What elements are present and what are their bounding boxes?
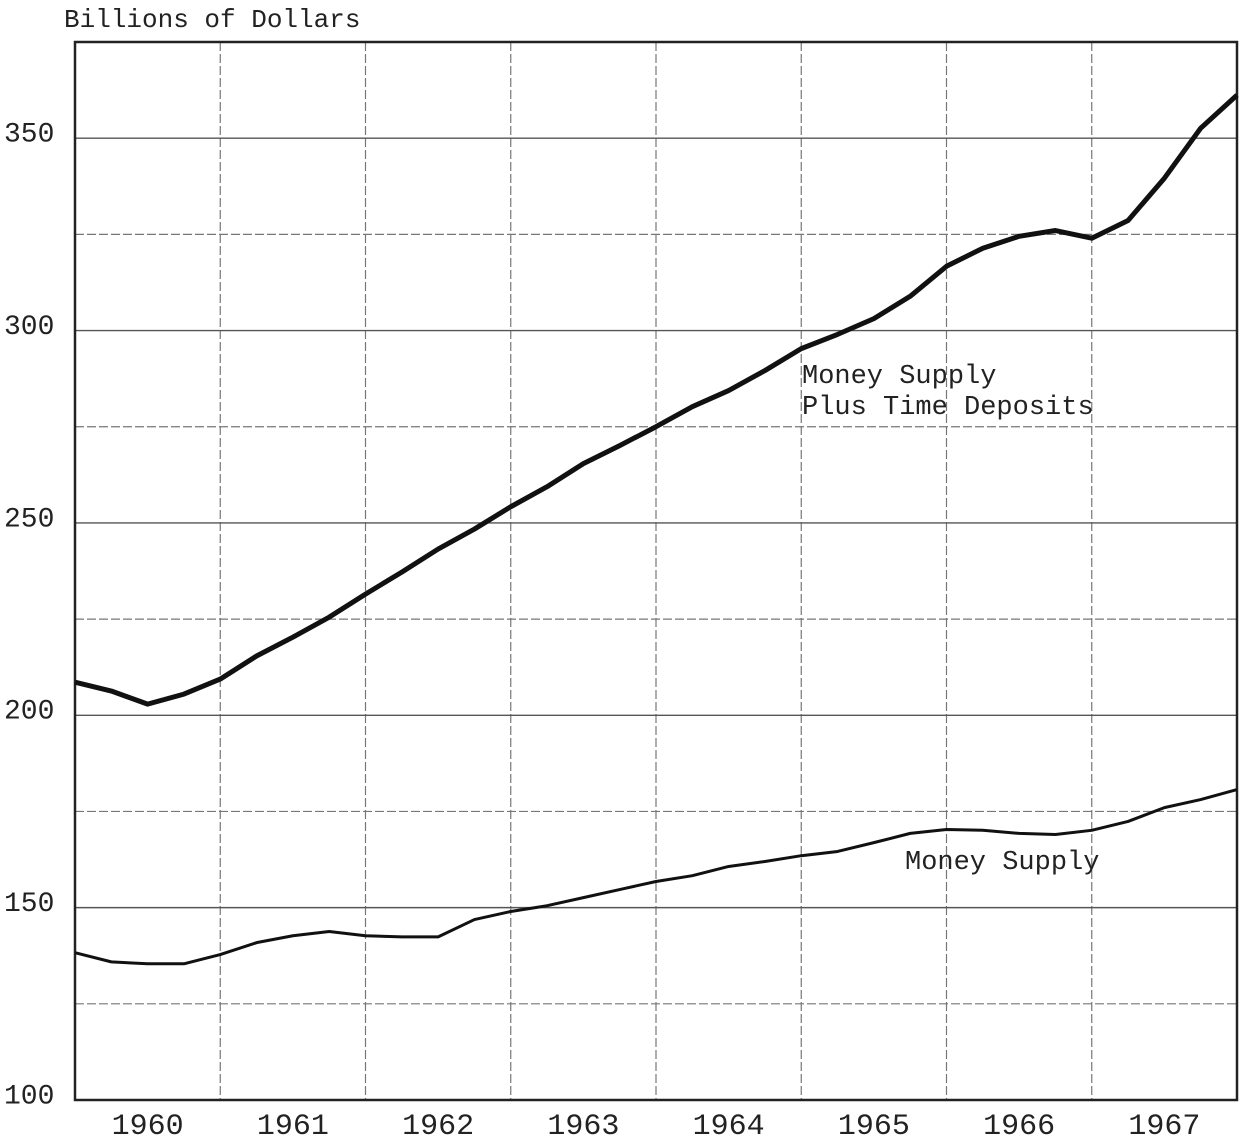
- y-tick-label: 250: [4, 504, 54, 535]
- series-label: Money Supply Plus Time Deposits: [802, 362, 1094, 423]
- y-tick-label: 100: [4, 1081, 54, 1112]
- y-tick-label: 350: [4, 120, 54, 151]
- x-tick-label: 1962: [402, 1110, 474, 1144]
- x-tick-label: 1966: [983, 1110, 1055, 1144]
- y-tick-label: 150: [4, 889, 54, 920]
- series-line: [74, 93, 1239, 707]
- x-tick-label: 1963: [547, 1110, 619, 1144]
- y-tick-label: 200: [4, 697, 54, 728]
- plot-frame: [73, 40, 1239, 1102]
- x-tick-label: 1960: [112, 1110, 184, 1144]
- x-tick-label: 1964: [693, 1110, 765, 1144]
- x-tick-label: 1961: [257, 1110, 329, 1144]
- series-line: [74, 788, 1238, 966]
- y-tick-label: 300: [4, 312, 54, 343]
- y-axis-label: Billions of Dollars: [64, 5, 360, 35]
- x-tick-label: 1967: [1128, 1110, 1200, 1144]
- x-tick-label: 1965: [838, 1110, 910, 1144]
- series-label: Money Supply: [905, 848, 1100, 878]
